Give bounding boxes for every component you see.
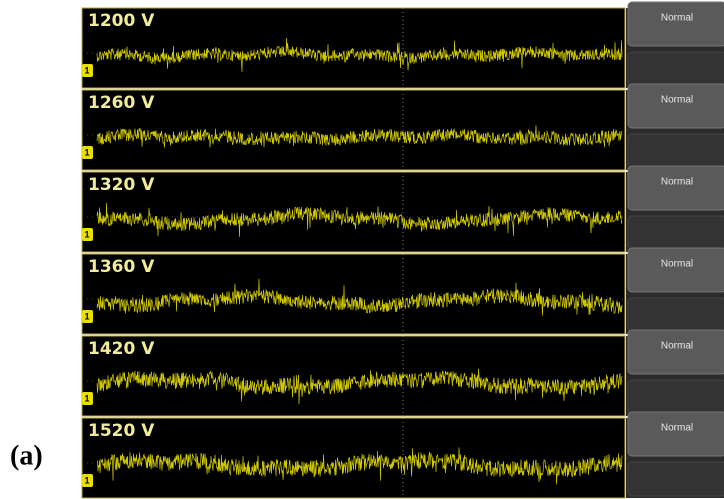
figure: (a) 1200 V 1 Normal 1260 V 1 Normal 1320 V 1 Nor… (0, 0, 724, 499)
channel-number: 1 (84, 393, 89, 403)
voltage-label: 1200 V (88, 11, 155, 31)
channel-number: 1 (84, 229, 89, 239)
normal-button[interactable]: Normal (628, 330, 724, 374)
voltage-label: 1420 V (88, 339, 155, 359)
scope-screen (82, 8, 625, 88)
button-label[interactable]: Normal (661, 13, 693, 24)
normal-button[interactable]: Normal (628, 248, 724, 292)
scope-panel: 1320 V 1 Normal (82, 166, 724, 252)
button-lower (628, 298, 724, 332)
scope-panel: 1200 V 1 Normal (82, 2, 724, 88)
normal-button[interactable]: Normal (628, 166, 724, 210)
scope-panel: 1360 V 1 Normal (82, 248, 724, 334)
button-face[interactable] (628, 166, 724, 210)
channel-number: 1 (84, 311, 89, 321)
button-label[interactable]: Normal (661, 95, 693, 106)
normal-button[interactable]: Normal (628, 84, 724, 128)
voltage-label: 1520 V (88, 421, 155, 441)
button-face[interactable] (628, 330, 724, 374)
figure-label: (a) (10, 440, 43, 471)
button-lower (628, 52, 724, 86)
button-lower (628, 134, 724, 168)
button-lower (628, 380, 724, 414)
voltage-label: 1260 V (88, 93, 155, 113)
scope-screen (82, 90, 625, 170)
button-face[interactable] (628, 84, 724, 128)
scope-screen (82, 254, 625, 334)
button-label[interactable]: Normal (661, 341, 693, 352)
button-lower (628, 462, 724, 496)
button-face[interactable] (628, 248, 724, 292)
button-label[interactable]: Normal (661, 423, 693, 434)
voltage-label: 1320 V (88, 175, 155, 195)
button-label[interactable]: Normal (661, 177, 693, 188)
normal-button[interactable]: Normal (628, 412, 724, 456)
scope-panel: 1520 V 1 Normal (82, 412, 724, 498)
channel-number: 1 (84, 65, 89, 75)
button-face[interactable] (628, 412, 724, 456)
scope-screen (82, 172, 625, 252)
button-label[interactable]: Normal (661, 259, 693, 270)
scope-panel: 1420 V 1 Normal (82, 330, 724, 416)
normal-button[interactable]: Normal (628, 2, 724, 46)
button-face[interactable] (628, 2, 724, 46)
channel-number: 1 (84, 475, 89, 485)
voltage-label: 1360 V (88, 257, 155, 277)
scope-panel: 1260 V 1 Normal (82, 84, 724, 170)
button-lower (628, 216, 724, 250)
channel-number: 1 (84, 147, 89, 157)
